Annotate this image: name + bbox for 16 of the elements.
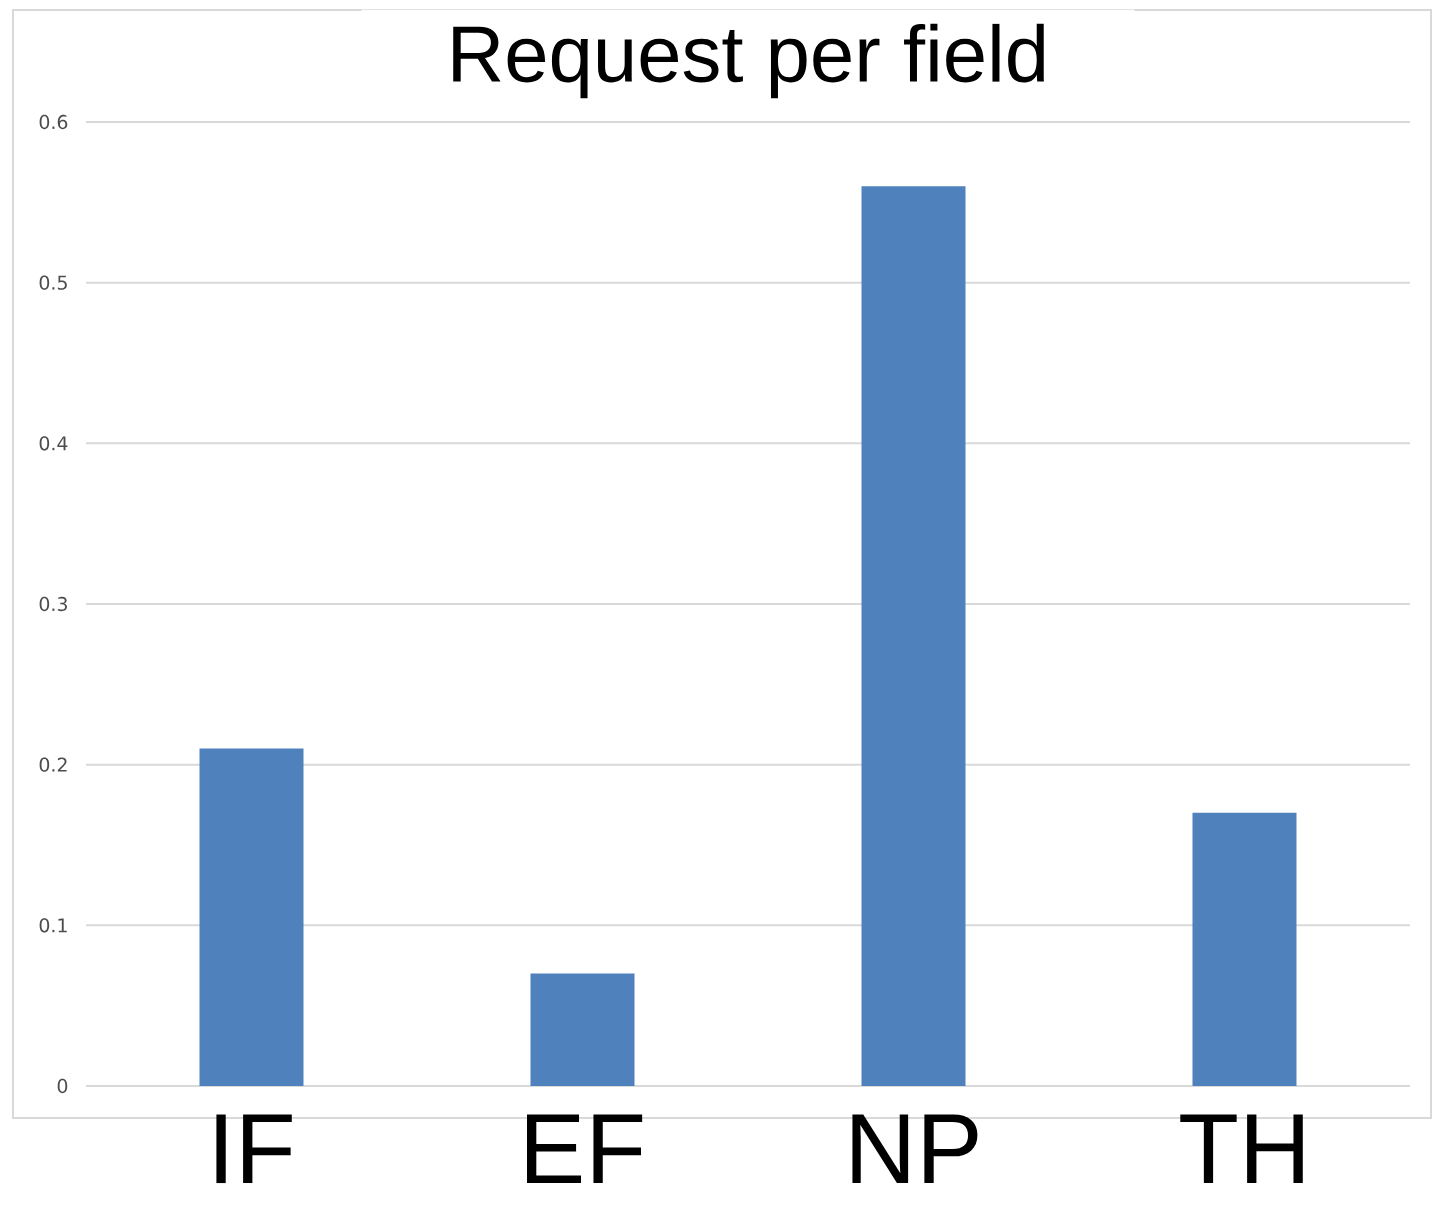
x-tick-label: NP <box>852 1114 978 1184</box>
y-tick-label: 0.6 <box>39 114 68 130</box>
bar <box>199 748 304 1086</box>
y-tick-label: 0.3 <box>39 596 67 612</box>
y-tick-label: 0.2 <box>39 757 67 772</box>
bar <box>530 973 635 1086</box>
y-tick-label: 0 <box>57 1078 68 1094</box>
bar <box>861 186 966 1086</box>
x-tick-label: IF <box>216 1114 292 1184</box>
y-tick-label: 0.5 <box>39 275 67 290</box>
y-tick-label: 0.4 <box>39 436 68 451</box>
x-tick-label: EF <box>527 1114 643 1184</box>
bar <box>1192 812 1297 1086</box>
y-tick-label: 0.1 <box>39 918 67 933</box>
chart-title: Request per field <box>453 23 1044 99</box>
x-tick-label: TH <box>1180 1114 1303 1184</box>
